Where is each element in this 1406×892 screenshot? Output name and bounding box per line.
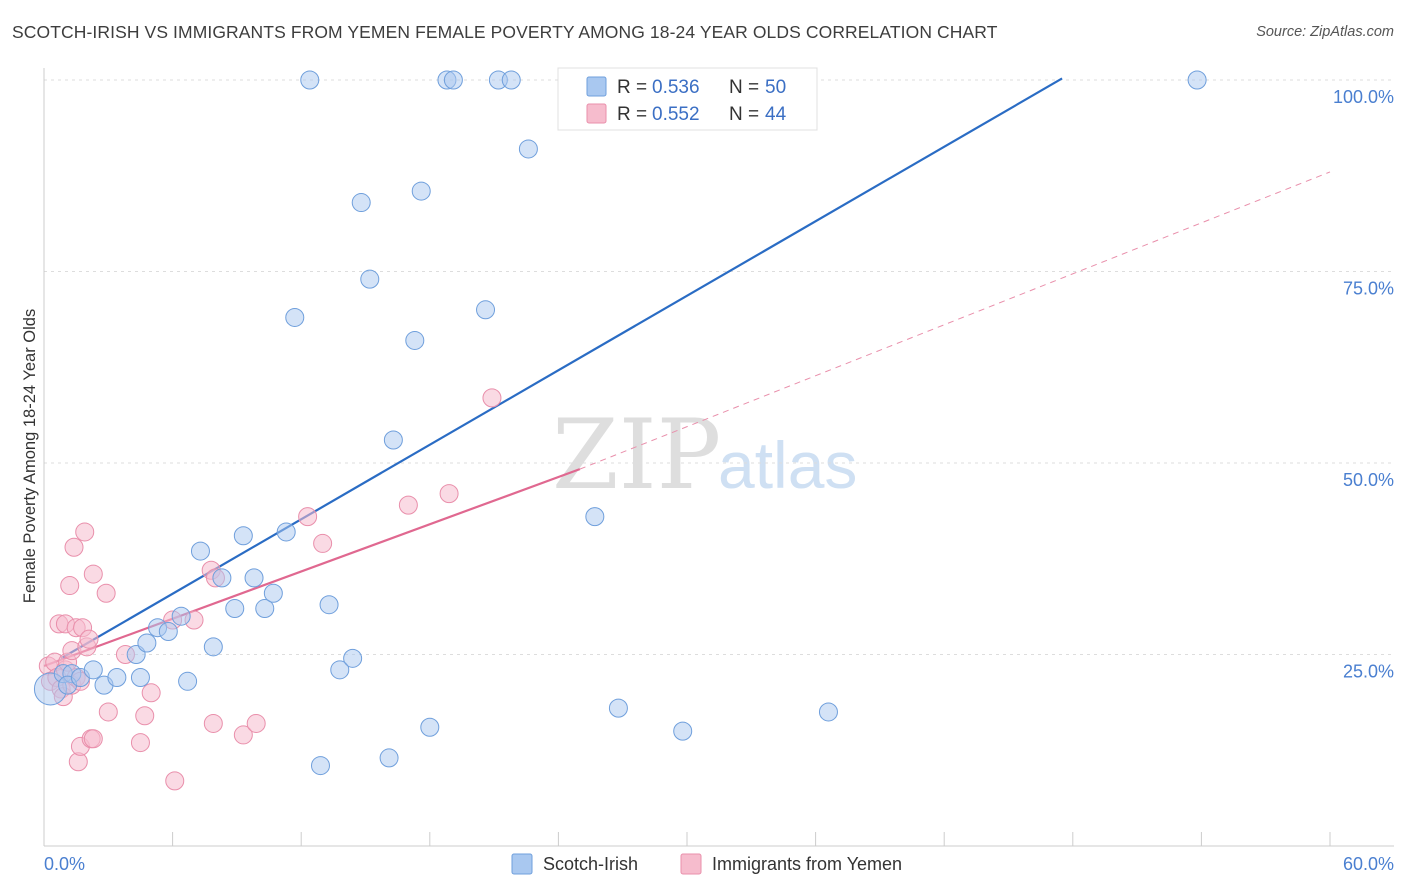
- point-scotch-irish-26: [310, 756, 330, 776]
- legend-n-value-1: 44: [765, 104, 787, 125]
- point-immigrants-from-yemen-41: [313, 533, 333, 553]
- point-immigrants-from-yemen-42: [398, 495, 418, 515]
- point-scotch-irish-28: [330, 660, 350, 680]
- x-tick-label-min: 0.0%: [44, 854, 85, 874]
- point-immigrants-from-yemen-30: [135, 706, 155, 726]
- point-scotch-irish-32: [379, 748, 399, 768]
- point-scotch-irish-49: [1187, 70, 1207, 90]
- point-scotch-irish-45: [608, 698, 628, 718]
- point-scotch-irish-29: [343, 648, 363, 668]
- point-scotch-irish-25: [300, 70, 320, 90]
- series-scotch-irish: [33, 70, 1207, 776]
- point-scotch-irish-24: [285, 307, 305, 327]
- point-immigrants-from-yemen-29: [130, 733, 150, 753]
- trend-line-immigrants-from-yemen: [43, 468, 581, 668]
- point-scotch-irish-21: [255, 599, 275, 619]
- y-axis-title: Female Poverty Among 18-24 Year Olds: [21, 309, 39, 603]
- chart-title: SCOTCH-IRISH VS IMMIGRANTS FROM YEMEN FE…: [12, 22, 998, 42]
- point-scotch-irish-41: [501, 70, 521, 90]
- point-scotch-irish-15: [190, 541, 210, 561]
- point-immigrants-from-yemen-36: [203, 713, 223, 733]
- watermark-zip: ZIP: [552, 399, 721, 511]
- legend-r-value-1: 0.552: [652, 104, 700, 125]
- legend-swatch-scotch-irish: [586, 76, 607, 97]
- x-tick-label-max: 60.0%: [1343, 854, 1394, 874]
- point-scotch-irish-31: [360, 269, 380, 289]
- point-immigrants-from-yemen-25: [83, 729, 103, 749]
- point-immigrants-from-yemen-24: [83, 564, 103, 584]
- point-scotch-irish-12: [158, 622, 178, 642]
- trend-line-scotch-irish: [60, 77, 1063, 660]
- legend-n-label-0: N =: [729, 77, 759, 98]
- point-immigrants-from-yemen-20: [75, 522, 95, 542]
- point-immigrants-from-yemen-14: [64, 537, 84, 557]
- point-scotch-irish-13: [171, 606, 191, 626]
- point-immigrants-from-yemen-27: [98, 702, 118, 722]
- point-immigrants-from-yemen-39: [246, 713, 266, 733]
- point-scotch-irish-16: [203, 637, 223, 657]
- legend-n-label-1: N =: [729, 104, 759, 125]
- point-immigrants-from-yemen-31: [141, 683, 161, 703]
- axes: [43, 68, 1394, 847]
- bottom-legend-swatch-immigrants-from-yemen: [680, 853, 702, 875]
- bottom-legend-swatch-scotch-irish: [511, 853, 533, 875]
- point-scotch-irish-20: [244, 568, 264, 588]
- y-tick-label-50: 50.0%: [1343, 470, 1394, 490]
- trend-lines: [43, 77, 1331, 668]
- point-scotch-irish-7: [107, 667, 127, 687]
- source-label: Source: ZipAtlas.com: [1256, 24, 1394, 40]
- gridlines: [44, 79, 1394, 655]
- point-immigrants-from-yemen-38: [233, 725, 253, 745]
- point-scotch-irish-36: [420, 717, 440, 737]
- point-scotch-irish-33: [383, 430, 403, 450]
- point-scotch-irish-9: [130, 667, 150, 687]
- point-immigrants-from-yemen-26: [96, 583, 116, 603]
- point-immigrants-from-yemen-22: [79, 629, 99, 649]
- bottom-legend: Scotch-Irish Immigrants from Yemen: [511, 853, 902, 875]
- point-scotch-irish-34: [405, 330, 425, 350]
- point-immigrants-from-yemen-33: [165, 771, 185, 791]
- point-scotch-irish-48: [818, 702, 838, 722]
- point-scotch-irish-35: [411, 181, 431, 201]
- point-scotch-irish-27: [319, 595, 339, 615]
- trend-line-immigrants-from-yemen-extension: [579, 171, 1331, 470]
- point-scotch-irish-22: [263, 583, 283, 603]
- point-scotch-irish-47: [673, 721, 693, 741]
- point-scotch-irish-23: [276, 522, 296, 542]
- y-tick-label-75: 75.0%: [1343, 279, 1394, 299]
- point-immigrants-from-yemen-44: [482, 388, 502, 408]
- bottom-legend-label-scotch-irish: Scotch-Irish: [543, 854, 638, 874]
- legend-r-label-0: R =: [617, 77, 647, 98]
- point-scotch-irish-44: [585, 507, 605, 527]
- legend-n-value-0: 50: [765, 77, 786, 98]
- y-tick-label-100: 100.0%: [1333, 87, 1394, 107]
- legend: R = 0.536 N = 50 R = 0.552 N = 44: [557, 67, 818, 131]
- point-scotch-irish-19: [233, 526, 253, 546]
- point-scotch-irish-17: [212, 568, 232, 588]
- watermark-atlas: atlas: [718, 428, 857, 502]
- point-scotch-irish-5: [83, 660, 103, 680]
- bottom-legend-label-immigrants-from-yemen: Immigrants from Yemen: [712, 854, 902, 874]
- legend-r-label-1: R =: [617, 104, 647, 125]
- watermark: ZIP atlas: [552, 399, 857, 511]
- legend-swatch-immigrants-from-yemen: [586, 103, 607, 124]
- point-immigrants-from-yemen-43: [439, 484, 459, 504]
- y-tick-labels: 25.0% 50.0% 75.0% 100.0%: [1333, 87, 1394, 682]
- legend-r-value-0: 0.536: [652, 77, 700, 98]
- point-scotch-irish-30: [351, 193, 371, 213]
- point-immigrants-from-yemen-12: [60, 576, 80, 596]
- point-scotch-irish-14: [178, 671, 198, 691]
- point-scotch-irish-39: [476, 300, 496, 320]
- y-tick-label-25: 25.0%: [1343, 662, 1394, 682]
- point-scotch-irish-18: [225, 599, 245, 619]
- point-scotch-irish-42: [518, 139, 538, 159]
- point-immigrants-from-yemen-40: [298, 507, 318, 527]
- point-scotch-irish-10: [137, 633, 157, 653]
- point-scotch-irish-38: [443, 70, 463, 90]
